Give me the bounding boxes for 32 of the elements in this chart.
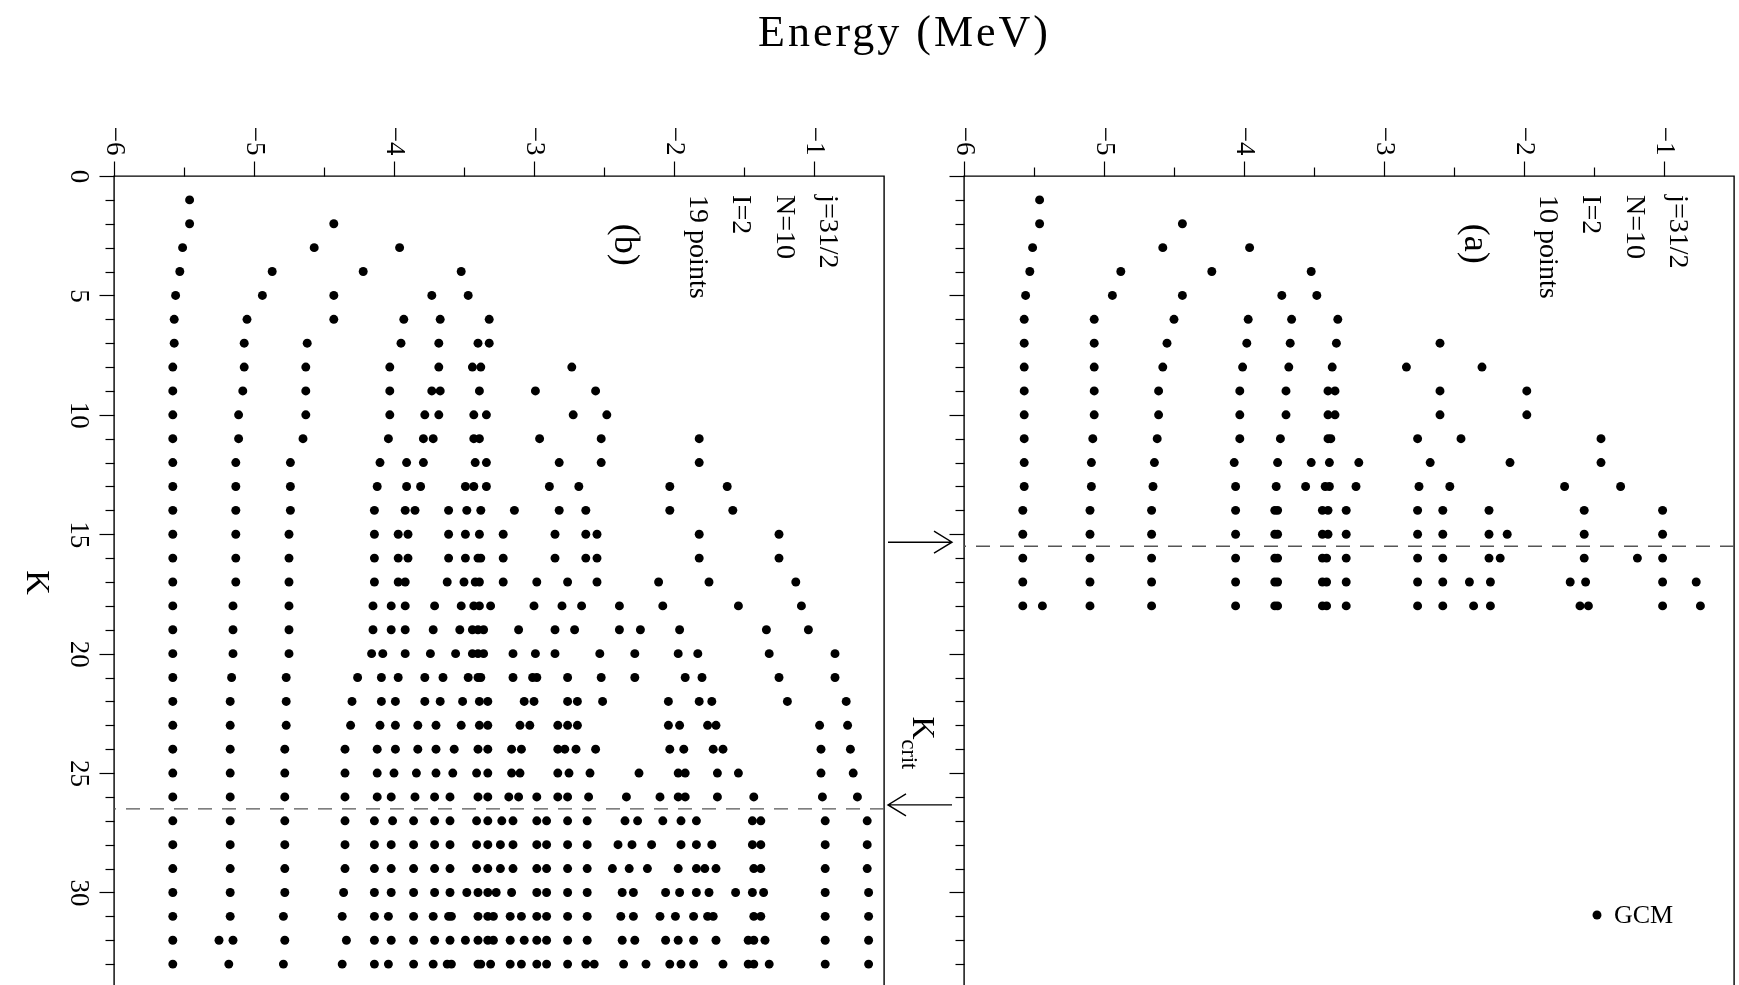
x-tick-label: −4 — [380, 126, 411, 156]
y-tick-label: 5 — [64, 289, 95, 303]
y-tick-label: 30 — [64, 879, 95, 907]
annotation: I=2 — [1577, 195, 1609, 235]
annotation: N=10 — [1620, 195, 1652, 260]
x-tick-label: −5 — [1090, 126, 1121, 156]
annotation: 19 points — [683, 195, 715, 299]
y-tick-label: 15 — [64, 521, 95, 549]
y-tick-label: 25 — [64, 760, 95, 788]
x-tick-label: −3 — [520, 126, 551, 156]
y-tick-label: 20 — [64, 640, 95, 668]
y-axis-title: K — [19, 570, 57, 596]
x-tick-label: −6 — [100, 126, 131, 156]
x-tick-label: −2 — [660, 126, 691, 156]
legend-label: GCM — [1614, 900, 1674, 929]
x-tick-label: −4 — [1230, 126, 1261, 156]
x-tick-label: −2 — [1510, 126, 1541, 156]
x-axis-title: Energy (MeV) — [757, 6, 1052, 57]
annotation: j=31/2 — [814, 194, 845, 269]
annotation: 10 points — [1533, 195, 1565, 299]
x-tick-label: −3 — [1370, 126, 1401, 156]
x-tick-label: −1 — [800, 126, 831, 156]
annotation: N=10 — [770, 195, 802, 260]
x-tick-label: −5 — [240, 126, 271, 156]
annotation: (b) — [607, 223, 648, 266]
y-tick-label: 10 — [64, 401, 95, 429]
annotation: (a) — [1457, 223, 1498, 264]
x-tick-label: −6 — [950, 126, 981, 156]
y-tick-label: 0 — [64, 169, 95, 184]
annotation: j=31/2 — [1664, 194, 1695, 269]
annotation: I=2 — [727, 195, 759, 235]
x-tick-label: −1 — [1650, 126, 1681, 156]
